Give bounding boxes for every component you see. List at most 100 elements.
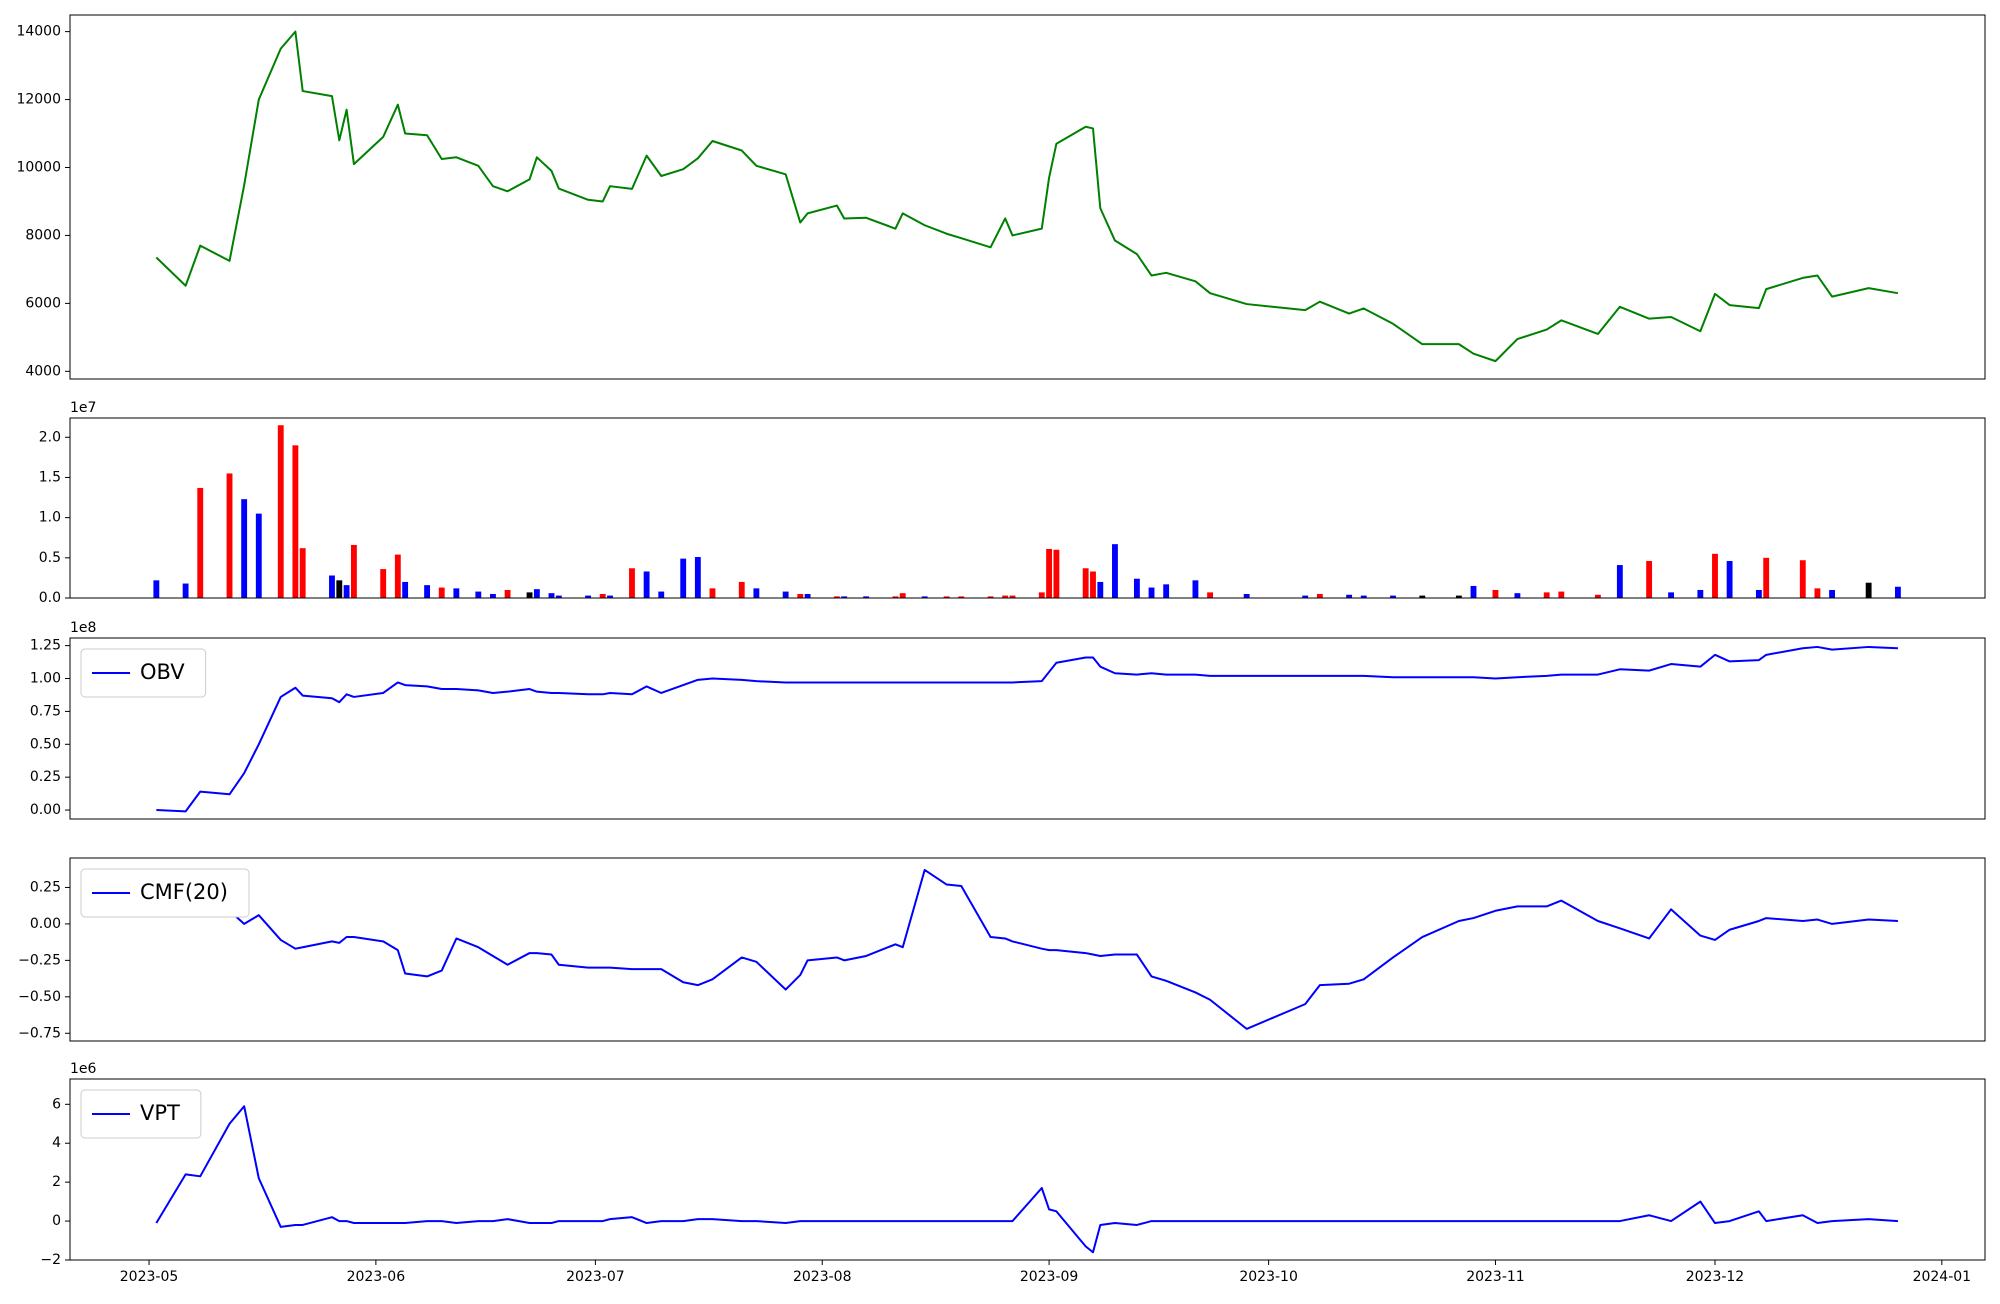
- volume-bar: [504, 589, 511, 598]
- volume-bar: [709, 588, 716, 598]
- y-tick-label: 1.5: [39, 469, 61, 485]
- legend-label: OBV: [140, 660, 185, 684]
- y-tick-label: 1.25: [30, 638, 61, 654]
- y-tick-label: 0.25: [30, 769, 61, 785]
- volume-bar: [197, 487, 204, 598]
- volume-bar: [182, 583, 189, 598]
- volume-bar: [1799, 560, 1806, 598]
- volume-bar: [1455, 595, 1462, 598]
- volume-bar: [1038, 592, 1045, 598]
- volume-bar: [585, 595, 592, 598]
- y-tick-label: −0.75: [18, 1025, 61, 1041]
- volume-bar: [1046, 548, 1053, 598]
- volume-bar: [394, 554, 401, 598]
- volume-bar: [1668, 592, 1675, 598]
- volume-bar: [1243, 593, 1250, 598]
- volume-bar: [336, 580, 343, 598]
- volume-bar: [1053, 549, 1060, 598]
- volume-bar: [1302, 595, 1309, 598]
- y-tick-label: 6: [52, 1096, 61, 1112]
- panel: 0.0 0.5 1.0 1.5 2.0 1e7: [39, 400, 1986, 606]
- series-line: [156, 868, 1898, 1030]
- volume-bar: [658, 591, 665, 598]
- volume-bar: [1492, 589, 1499, 598]
- volume-bar: [599, 593, 606, 598]
- legend: VPT: [80, 1089, 202, 1139]
- legend-box: [80, 1089, 202, 1139]
- volume-bar: [1009, 595, 1016, 598]
- y-tick-label: 0.25: [30, 879, 61, 895]
- y-tick-label: 0.75: [30, 703, 61, 719]
- volume-bar: [643, 571, 650, 598]
- y-tick-label: −0.50: [18, 989, 61, 1005]
- volume-bar: [241, 499, 248, 598]
- legend-box: [80, 868, 250, 918]
- volume-bar: [329, 575, 335, 598]
- volume-bar: [958, 596, 965, 598]
- volume-bar: [1112, 544, 1118, 598]
- volume-bar: [863, 596, 870, 598]
- volume-bar: [490, 593, 496, 598]
- y-tick-label: 14000: [16, 24, 61, 40]
- axis-offset: 1e7: [70, 400, 96, 416]
- series-line: [156, 645, 1898, 813]
- volume-bar: [804, 593, 811, 598]
- volume-bar: [899, 593, 906, 598]
- volume-bar: [1090, 571, 1096, 598]
- volume-bar: [607, 595, 613, 598]
- volume-bar: [738, 581, 745, 598]
- volume-bar: [533, 589, 540, 598]
- y-tick-label: 8000: [25, 227, 61, 243]
- volume-bar: [943, 596, 950, 598]
- volume-bar: [1148, 587, 1155, 598]
- series-line: [155, 1105, 1898, 1254]
- volume-bar: [1360, 595, 1367, 598]
- volume-bar: [1894, 586, 1901, 598]
- x-tick-label: 2023-07: [566, 1269, 625, 1285]
- volume-bar: [921, 596, 928, 598]
- volume-bar: [680, 558, 687, 598]
- y-tick-label: −2: [40, 1252, 61, 1268]
- axes-frame: [69, 1078, 1986, 1261]
- volume-bar: [1207, 592, 1213, 598]
- volume-bar: [453, 588, 460, 598]
- y-tick-label: 1.0: [39, 510, 61, 526]
- axes-frame: [69, 637, 1986, 820]
- volume-bar: [424, 585, 431, 598]
- volume-bar: [694, 557, 701, 598]
- volume-bar: [255, 513, 262, 598]
- volume-bar: [1133, 578, 1140, 598]
- y-tick-label: 2: [52, 1174, 61, 1190]
- volume-bar: [782, 591, 789, 598]
- axes-frame: [69, 417, 1986, 599]
- volume-bar: [1646, 561, 1653, 598]
- volume-bar: [797, 593, 804, 598]
- volume-bar: [555, 595, 562, 598]
- volume-bar: [1558, 591, 1565, 598]
- volume-bar: [841, 596, 848, 598]
- legend-label: VPT: [140, 1101, 180, 1125]
- volume-bar: [526, 592, 533, 598]
- legend: OBV: [80, 648, 207, 698]
- panel: −0.75 −0.50 −0.25 0.00 0.25 CMF(20): [18, 857, 1986, 1042]
- volume-bar: [1514, 593, 1521, 598]
- y-tick-label: 0.00: [30, 916, 61, 932]
- y-tick-label: 4: [52, 1135, 61, 1151]
- y-tick-label: 0.5: [39, 550, 61, 566]
- legend: CMF(20): [80, 868, 250, 918]
- volume-bar: [1390, 595, 1396, 598]
- x-tick-label: 2023-06: [347, 1269, 406, 1285]
- x-tick-label: 2023-05: [120, 1269, 179, 1285]
- volume-bar: [987, 596, 994, 598]
- x-tick-label: 2023-10: [1239, 1269, 1298, 1285]
- volume-bar: [629, 568, 635, 598]
- x-tick-label: 2023-09: [1020, 1269, 1079, 1285]
- volume-bar: [1726, 561, 1733, 598]
- volume-bar: [1829, 589, 1835, 598]
- volume-bar: [1002, 595, 1009, 598]
- volume-bar: [1470, 585, 1477, 598]
- x-tick-label: 2023-11: [1466, 1269, 1525, 1285]
- volume-bar: [833, 596, 840, 598]
